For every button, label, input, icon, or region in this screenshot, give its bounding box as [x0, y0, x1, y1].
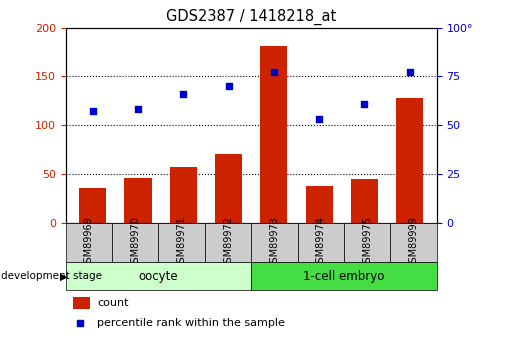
- Point: [406, 70, 414, 75]
- Text: GSM89971: GSM89971: [177, 216, 187, 269]
- Point: [134, 107, 142, 112]
- Text: count: count: [97, 298, 129, 308]
- Bar: [351, 179, 378, 223]
- Text: GSM89973: GSM89973: [270, 216, 279, 269]
- Bar: [66, 262, 251, 290]
- Text: GSM89970: GSM89970: [130, 216, 140, 269]
- Bar: [170, 167, 197, 223]
- Text: 1-cell embryo: 1-cell embryo: [304, 270, 385, 283]
- Title: GDS2387 / 1418218_at: GDS2387 / 1418218_at: [166, 9, 336, 25]
- Bar: [112, 223, 159, 262]
- Text: percentile rank within the sample: percentile rank within the sample: [97, 318, 285, 328]
- Text: oocyte: oocyte: [139, 270, 178, 283]
- Bar: [251, 223, 297, 262]
- Bar: [390, 223, 437, 262]
- Point: [89, 109, 97, 114]
- Text: GSM89969: GSM89969: [84, 216, 94, 269]
- Text: development stage: development stage: [1, 272, 102, 281]
- Point: [225, 83, 233, 89]
- Bar: [297, 223, 344, 262]
- Point: [315, 117, 323, 122]
- Bar: [125, 178, 152, 223]
- Bar: [306, 186, 333, 223]
- Bar: [79, 188, 107, 223]
- Text: GSM89999: GSM89999: [409, 216, 419, 269]
- Point: [361, 101, 369, 106]
- Bar: [159, 223, 205, 262]
- Bar: [344, 223, 390, 262]
- Point: [179, 91, 187, 97]
- Bar: [260, 46, 287, 223]
- Bar: [66, 223, 112, 262]
- Text: GSM89975: GSM89975: [362, 216, 372, 269]
- Text: GSM89974: GSM89974: [316, 216, 326, 269]
- Point: [270, 70, 278, 75]
- Bar: [396, 98, 423, 223]
- Bar: [215, 154, 242, 223]
- Text: GSM89972: GSM89972: [223, 216, 233, 269]
- Point: [76, 321, 84, 326]
- Bar: [73, 297, 90, 309]
- Text: ▶: ▶: [60, 272, 67, 281]
- Bar: [205, 223, 251, 262]
- Bar: [251, 262, 437, 290]
